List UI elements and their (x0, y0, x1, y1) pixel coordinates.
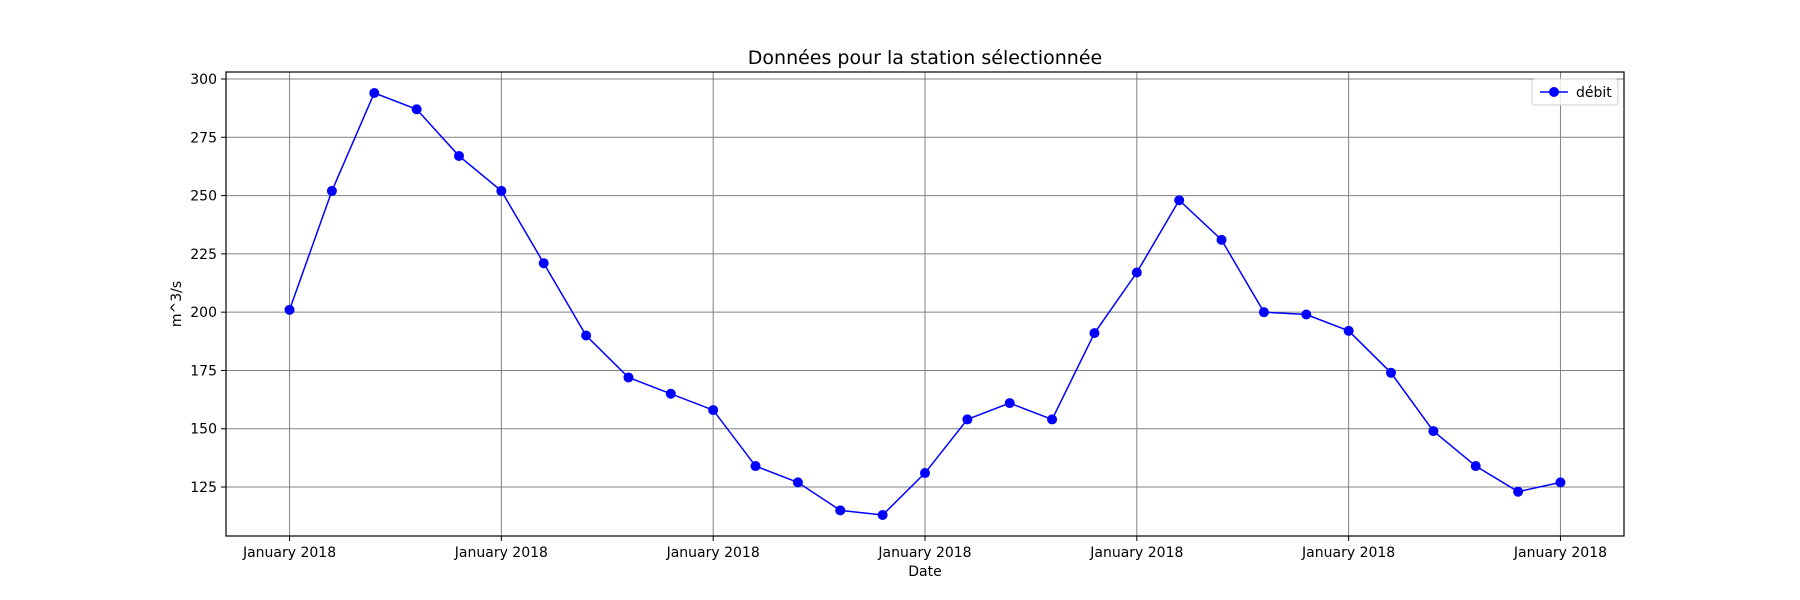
data-point (1216, 234, 1227, 245)
y-tick-label: 275 (190, 130, 217, 146)
data-point (284, 304, 295, 315)
data-point (326, 185, 337, 196)
y-tick-label: 225 (190, 247, 217, 263)
data-point (962, 414, 973, 425)
y-tick-label: 300 (190, 72, 217, 88)
chart-title: Données pour la station sélectionnée (748, 47, 1102, 69)
data-point (538, 258, 549, 269)
data-point (369, 87, 380, 98)
data-point (1004, 398, 1015, 409)
data-point (750, 461, 761, 472)
x-tick-label: January 2018 (1513, 545, 1607, 561)
data-series (284, 87, 1566, 521)
data-point (454, 150, 464, 161)
data-point (1174, 195, 1185, 206)
data-point (1555, 477, 1566, 488)
x-axis-ticks: January 2018 January 2018 January 2018 Janu… (242, 536, 1607, 561)
x-tick-label: January 2018 (1301, 545, 1395, 561)
legend-box (1531, 78, 1619, 106)
x-tick-label: January 2018 (1089, 545, 1183, 561)
legend-marker-swatch (1549, 87, 1559, 97)
y-tick-label: 175 (190, 363, 217, 379)
data-point (1470, 461, 1481, 472)
data-point (1513, 486, 1524, 497)
data-point (1301, 309, 1312, 320)
data-point (877, 510, 888, 521)
data-point (411, 104, 422, 115)
data-point (920, 468, 930, 479)
y-tick-label: 125 (190, 480, 217, 496)
legend: débit (1531, 78, 1619, 106)
x-tick-label: January 2018 (242, 545, 336, 561)
data-point (1131, 267, 1142, 278)
x-tick-label: January 2018 (454, 545, 548, 561)
data-point (1047, 414, 1058, 425)
data-point (623, 372, 634, 383)
data-point (1386, 367, 1396, 378)
x-tick-label: January 2018 (877, 545, 971, 561)
y-axis-label: m^3/s (169, 281, 185, 327)
y-tick-label: 200 (190, 305, 217, 321)
data-point (581, 330, 592, 341)
y-tick-label: 150 (190, 422, 217, 438)
data-point (835, 505, 846, 516)
data-point (792, 477, 803, 488)
data-point (1343, 325, 1354, 336)
x-tick-label: January 2018 (666, 545, 760, 561)
data-point (708, 405, 719, 416)
legend-label: débit (1576, 85, 1612, 101)
data-point (1428, 426, 1439, 437)
y-axis-ticks: 125 150 175 200 225 250 275 300 (190, 72, 226, 496)
data-point (1258, 307, 1269, 318)
data-point (496, 185, 507, 196)
data-point (665, 388, 676, 399)
y-tick-label: 250 (190, 189, 217, 205)
data-point (1089, 328, 1100, 339)
x-axis-label: Date (908, 564, 941, 580)
